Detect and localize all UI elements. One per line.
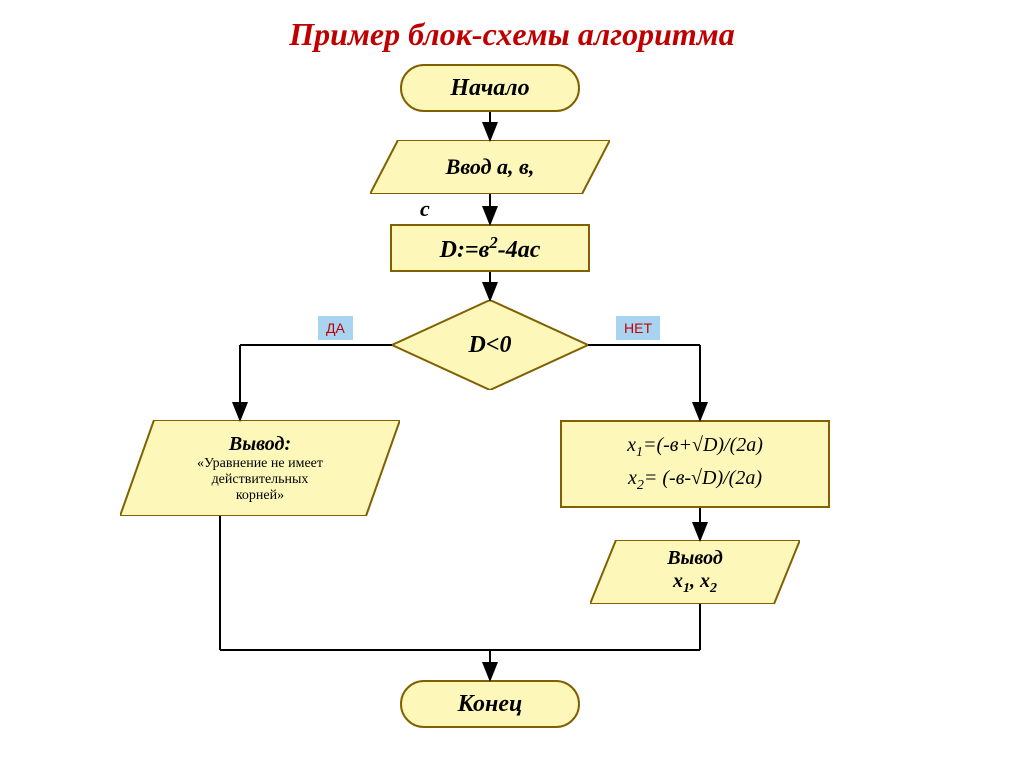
node-calc-line1: х1=(-в+√D)/(2a) xyxy=(627,434,763,461)
node-end-label: Конец xyxy=(458,691,523,718)
node-noroots-title: Вывод: xyxy=(229,433,291,456)
node-noroots-line2: действительных xyxy=(212,472,309,488)
node-calc-line2: х2= (-в-√D)/(2a) xyxy=(628,467,762,494)
node-start-label: Начало xyxy=(450,75,529,102)
node-input-below: с xyxy=(420,196,430,222)
node-end: Конец xyxy=(400,680,580,728)
node-calc: х1=(-в+√D)/(2a) х2= (-в-√D)/(2a) xyxy=(560,420,830,508)
node-assign-label: D:=в2-4ас xyxy=(440,233,541,264)
node-start: Начало xyxy=(400,64,580,112)
node-noroots-line1: «Уравнение не имеет xyxy=(197,456,323,472)
node-decision: D<0 xyxy=(392,300,588,390)
page-title: Пример блок-схемы алгоритма xyxy=(0,16,1024,53)
node-outputx: Вывод х1, х2 xyxy=(590,540,800,604)
node-noroots: Вывод: «Уравнение не имеет действительны… xyxy=(120,420,400,516)
node-assign: D:=в2-4ас xyxy=(390,224,590,272)
node-input: Ввод а, в, xyxy=(370,140,610,194)
badge-yes: ДА xyxy=(318,316,353,340)
node-input-label: Ввод а, в, xyxy=(446,154,535,180)
badge-no: НЕТ xyxy=(616,316,660,340)
node-noroots-line3: корней» xyxy=(236,488,284,504)
node-outputx-line: х1, х2 xyxy=(673,570,717,597)
node-decision-label: D<0 xyxy=(468,332,511,359)
node-outputx-title: Вывод xyxy=(667,547,723,570)
